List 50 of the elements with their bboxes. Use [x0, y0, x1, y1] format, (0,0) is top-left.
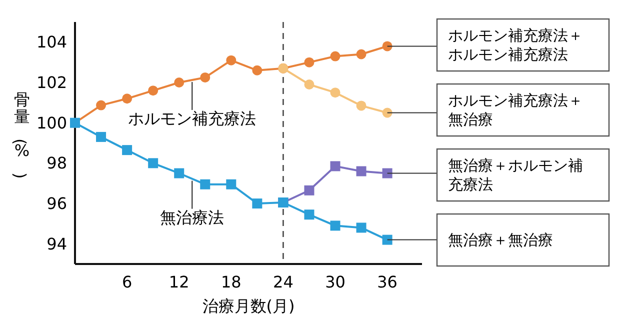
point [330, 161, 340, 172]
point [330, 51, 340, 62]
text: ホルモン補充療法＋無治療 [448, 92, 583, 128]
x-tick-label: 30 [325, 272, 346, 292]
text: 無治療＋無治療 [448, 231, 553, 249]
point [200, 179, 210, 190]
point [382, 41, 392, 52]
x-tick-label: 6 [122, 272, 132, 292]
point [252, 198, 262, 208]
point [252, 65, 262, 76]
point [304, 57, 314, 68]
point [174, 78, 184, 88]
point [382, 234, 392, 245]
series-label: 無治療法 [160, 208, 224, 227]
y-axis-title: 骨量(%) [10, 90, 30, 179]
point [96, 100, 106, 110]
y-tick-label: 94 [46, 234, 67, 254]
x-tick-label: 36 [377, 272, 398, 292]
point [356, 100, 366, 111]
point [148, 158, 158, 168]
text: ホルモン補充療法＋ホルモン補充療法 [448, 26, 583, 64]
point [304, 185, 314, 196]
point [304, 210, 314, 220]
point [382, 108, 392, 118]
x-tick-label: 12 [168, 272, 190, 292]
y-tick-label: 98 [46, 154, 67, 173]
point [96, 132, 106, 142]
point [226, 179, 236, 190]
y-tick-label: 102 [36, 73, 67, 92]
point [226, 55, 236, 66]
point [356, 222, 366, 233]
point [122, 145, 132, 156]
y-tick-label: 104 [36, 32, 67, 52]
y-tick-label: 100 [36, 113, 67, 132]
point [330, 220, 340, 231]
point [330, 88, 340, 98]
point [122, 94, 132, 104]
point [148, 86, 158, 96]
point [174, 168, 184, 178]
x-tick-label: 24 [273, 272, 294, 292]
point [356, 166, 366, 176]
point [382, 168, 392, 178]
x-tick-label: 18 [220, 272, 242, 292]
point [304, 80, 314, 90]
series-label: ホルモン補充療法 [128, 108, 256, 128]
point [200, 72, 210, 82]
text: 無治療＋ホルモン補充療法 [448, 156, 583, 194]
y-tick-label: 96 [46, 194, 67, 213]
point [356, 49, 366, 60]
x-axis-title: 治療月数(月) [202, 296, 295, 316]
